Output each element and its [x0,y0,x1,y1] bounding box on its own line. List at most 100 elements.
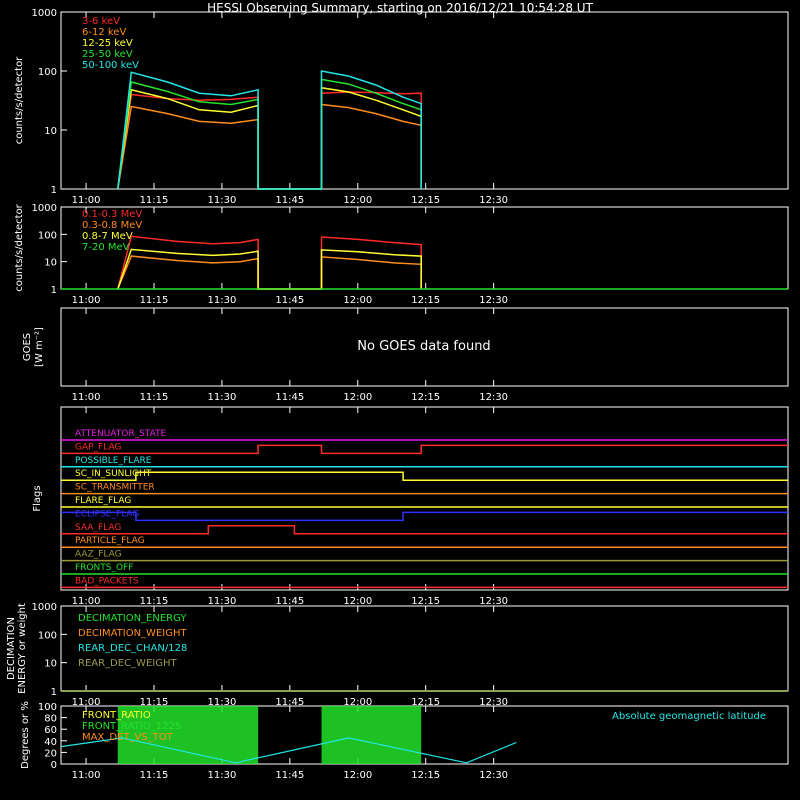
y-tick-label: 100 [38,230,57,241]
x-tick-label: 12:30 [479,697,508,708]
x-tick-label: 12:30 [479,770,508,781]
x-tick-label: 11:15 [140,195,169,206]
series-0-8-7-mev [117,248,422,290]
y-axis-label: GOES [22,333,33,361]
legend-6-12-kev: 6-12 keV [82,27,126,38]
y-tick-label: 1 [51,285,57,296]
y-tick-label: 1000 [32,602,57,613]
x-tick-label: 12:00 [343,770,372,781]
y-axis-label: counts/s/detector [14,203,25,291]
legend-3-6-kev: 3-6 keV [82,16,120,27]
series-geomagnetic-latitude [60,737,517,764]
y-tick-label: 1 [51,687,57,698]
x-tick-label: 12:30 [479,392,508,403]
legend-decimation-energy: DECIMATION_ENERGY [78,613,187,624]
x-tick-label: 12:15 [411,295,440,306]
legend-aaz-flag: AAZ_FLAG [75,550,122,560]
x-tick-label: 11:30 [208,295,237,306]
x-tick-label: 11:30 [208,697,237,708]
series-25-50-kev [117,78,422,190]
x-tick-label: 12:15 [411,770,440,781]
panel-goes: 11:00 11:15 11:30 11:45 12:00 12:15 12:30 GOES[… [22,307,789,403]
x-tick-label: 11:45 [275,195,304,206]
y-tick-label: 40 [44,737,57,748]
x-tick-label: 11:00 [72,195,101,206]
y-tick-label: 80 [44,714,57,725]
front-ratio-band [321,706,422,764]
panel-gamma: 11:00 11:15 11:30 11:45 12:00 12:15 12:30 1 10 10… [14,203,789,306]
y-tick-label: 0 [51,760,57,771]
y-axis-label: ENERGY or weight [17,603,28,694]
y-tick-label: 60 [44,725,57,736]
legend-bad-packets: BAD_PACKETS [75,576,139,586]
y-axis-label: DECIMATION [6,617,17,680]
x-tick-label: 11:00 [72,697,101,708]
series-3-6-kev [117,91,422,190]
legend-25-50-kev: 25-50 keV [82,49,133,60]
y-tick-label: 100 [38,702,57,713]
panel-flags: 11:00 11:15 11:30 11:45 12:00 12:15 12:30 Flags… [32,406,789,607]
panel-frame [60,11,789,190]
x-tick-label: 11:30 [208,195,237,206]
y-axis-label: Degrees or % [20,701,31,769]
y-tick-label: 10 [44,258,57,269]
legend-sc-in-sunlight: SC_IN_SUNLIGHT [75,469,152,479]
legend-0-8-7-mev: 0.8-7 MeV [82,231,133,242]
legend-rear-dec-chan-128: REAR_DEC_CHAN/128 [78,643,187,654]
x-tick-label: 11:30 [208,596,237,607]
series-0-1-0-3-mev [117,235,422,290]
x-tick-label: 12:15 [411,697,440,708]
flag-sc-in-sunlight [61,471,788,481]
legend-12-25-kev: 12-25 keV [82,38,133,49]
x-tick-label: 11:45 [275,295,304,306]
legend-sc-transmitter: SC_TRANSMITTER [75,483,155,493]
y-tick-label: 100 [38,67,57,78]
x-tick-label: 12:15 [411,596,440,607]
x-tick-label: 12:00 [343,195,372,206]
legend-particle-flag: PARTICLE_FLAG [75,536,145,546]
legend-possible-flare: POSSIBLE_FLARE [75,456,152,466]
legend-50-100-kev: 50-100 keV [82,60,139,71]
legend-rear-dec-weight: REAR_DEC_WEIGHT [78,658,177,669]
legend-saa-flag: SAA_FLAG [75,523,121,533]
legend-0-3-0-8-mev: 0.3-0.8 MeV [82,220,142,231]
x-tick-label: 11:15 [140,697,169,708]
front-ratio-band [117,706,259,764]
panel-frame [60,406,789,591]
y-tick-label: 100 [38,630,57,641]
legend-0-1-0-3-mev: 0.1-0.3 MeV [82,209,142,220]
x-tick-label: 11:15 [140,295,169,306]
y-axis-label: counts/s/detector [14,56,25,144]
x-tick-label: 11:15 [140,596,169,607]
series-12-25-kev [117,86,422,190]
series-50-100-kev [117,70,422,190]
y-tick-label: 10 [44,126,57,137]
x-tick-label: 12:00 [343,697,372,708]
x-tick-label: 11:45 [275,697,304,708]
x-tick-label: 12:15 [411,392,440,403]
x-tick-label: 11:30 [208,770,237,781]
x-tick-label: 11:00 [72,770,101,781]
x-tick-label: 11:45 [275,596,304,607]
x-tick-label: 11:15 [140,392,169,403]
series-6-12-kev [117,103,422,190]
panel-frame [60,307,789,387]
flag-eclipse-flag [61,511,788,522]
x-tick-label: 12:30 [479,596,508,607]
y-axis-label: [W m⁻²] [34,327,45,367]
no-data-message: No GOES data found [357,339,490,354]
x-tick-label: 11:00 [72,295,101,306]
y-tick-label: 20 [44,748,57,759]
y-tick-label: 1000 [32,8,57,19]
legend-front-ratio-1225: FRONT_RATIO_1225 [82,721,181,732]
series-0-3-0-8-mev [117,255,422,290]
x-tick-label: 12:00 [343,295,372,306]
flag-saa-flag [61,525,788,535]
legend-flare-flag: FLARE_FLAG [75,496,131,506]
legend-7-20-mev: 7-20 MeV [82,242,130,253]
x-tick-label: 12:00 [343,392,372,403]
legend-eclipse-flag: ECLIPSE_FLAG [75,509,139,519]
legend-decimation-weight: DECIMATION_WEIGHT [78,628,187,639]
y-tick-label: 1000 [32,203,57,214]
